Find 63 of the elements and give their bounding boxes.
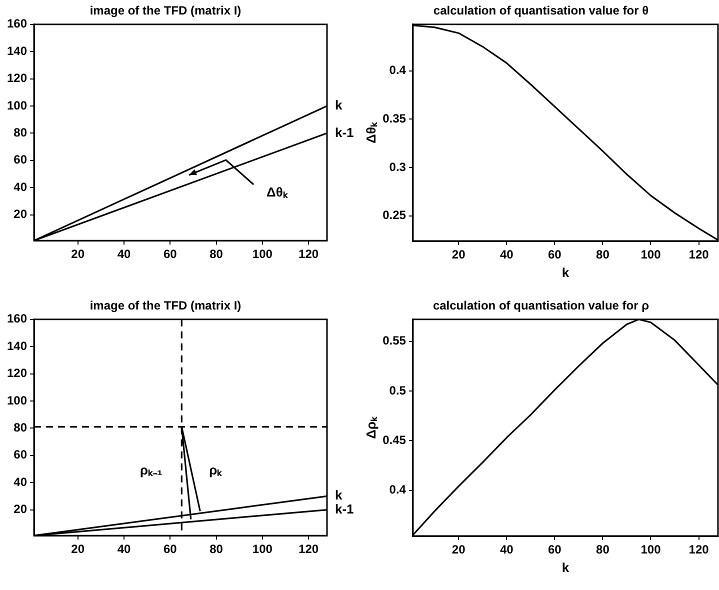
series-label: k [335,98,343,113]
chart-title: image of the TFD (matrix I) [90,298,242,313]
y-tick-label: 0.35 [382,111,406,126]
y-tick-label: 160 [6,312,28,326]
y-tick-label: 0.4 [389,482,406,497]
y-tick-label: 40 [14,180,28,194]
x-tick-label: 80 [596,248,610,262]
y-tick-label: 20 [14,502,28,516]
x-tick-label: 60 [548,248,562,262]
x-tick-label: 60 [548,542,562,557]
x-tick-label: 120 [298,542,319,556]
x-tick-label: 100 [252,247,273,262]
y-tick-label: 140 [6,44,28,58]
y-tick-label: 60 [14,152,28,167]
annotation: Δθₖ [266,184,288,200]
y-tick-label: 80 [14,125,28,140]
y-tick-label: 120 [6,366,28,380]
chart-title: image of the TFD (matrix I) [90,4,242,18]
y-axis-title: Δρₖ [363,416,378,439]
x-tick-label: 100 [640,542,662,557]
y-tick-label: 20 [14,207,28,222]
x-tick-label: 40 [500,248,514,262]
y-tick-label: 100 [6,98,28,112]
x-tick-label: 60 [163,542,178,556]
x-tick-label: 60 [163,247,178,262]
annotation: ρₖ [209,462,222,478]
y-tick-label: 160 [6,16,28,31]
x-tick-label: 120 [298,247,319,262]
x-tick-label: 40 [117,247,131,262]
x-tick-label: 20 [452,542,466,557]
chart-title: calculation of quantisation value for ρ [432,298,650,313]
series-label: k-1 [335,124,354,140]
y-tick-label: 120 [6,71,28,86]
x-tick-label: 20 [71,247,85,262]
x-tick-label: 80 [210,247,224,262]
x-tick-label: 20 [71,542,85,556]
chart-title: calculation of quantisation value for θ [433,4,649,18]
x-tick-label: 40 [500,542,514,557]
x-tick-label: 80 [596,542,610,557]
series-label: k-1 [335,501,354,516]
y-tick-label: 0.3 [389,160,406,174]
y-tick-label: 40 [14,474,28,489]
y-tick-label: 0.55 [382,334,406,348]
y-tick-label: 60 [14,448,28,462]
y-tick-label: 80 [14,420,28,434]
x-tick-label: 100 [640,248,662,262]
x-tick-label: 80 [210,542,224,556]
annotation: ρₖ₋₁ [140,462,162,478]
y-tick-label: 100 [6,393,28,408]
x-tick-label: 100 [252,542,273,556]
x-tick-label: 120 [688,248,710,262]
y-tick-label: 0.5 [389,383,406,398]
x-tick-label: 40 [117,542,131,556]
x-tick-label: 120 [688,542,710,557]
y-tick-label: 0.45 [382,432,406,447]
x-axis-title: k [562,560,570,575]
x-axis-title: k [562,264,570,280]
y-tick-label: 140 [6,338,28,353]
x-tick-label: 20 [452,248,466,262]
series-label: k [335,488,343,503]
y-tick-label: 0.4 [389,63,406,78]
y-tick-label: 0.25 [382,208,406,222]
y-axis-title: Δθₖ [363,122,378,144]
